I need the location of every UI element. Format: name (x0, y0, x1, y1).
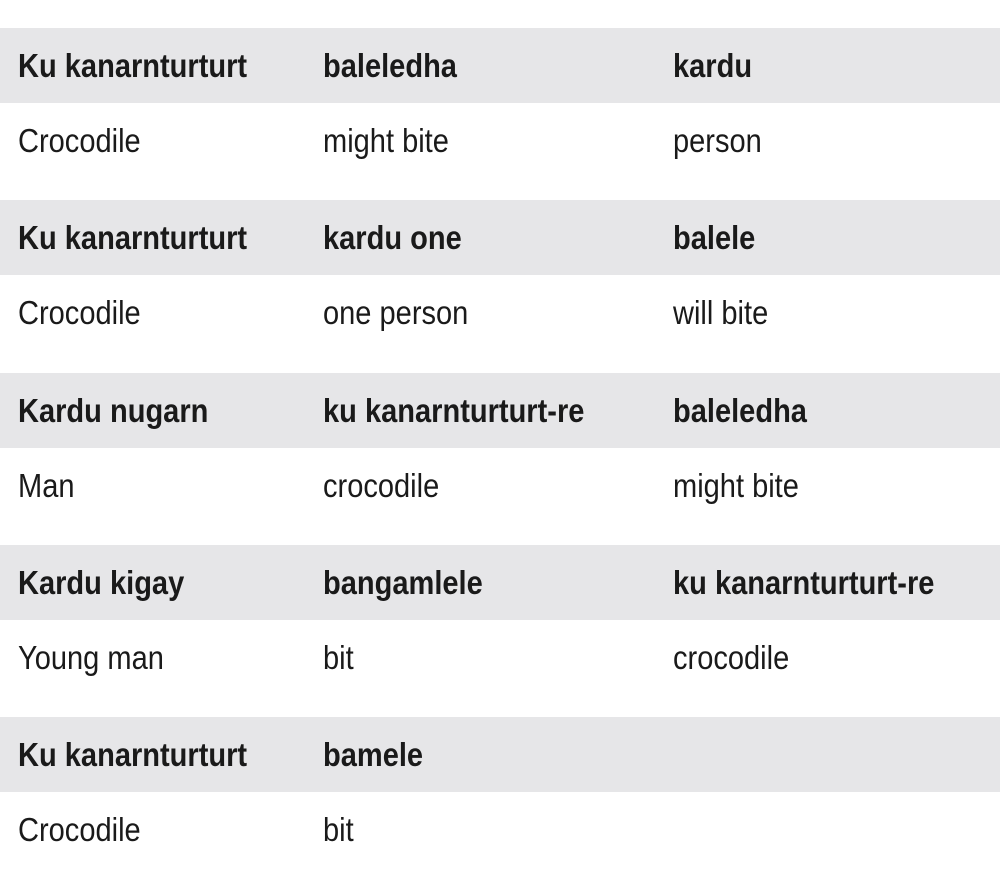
original-word: Ku kanarnturturt (18, 219, 248, 257)
translation-row: Crocodile bit (0, 792, 1000, 889)
translated-word: crocodile (673, 638, 790, 676)
sentence-group: Kardu kigay bangamlele ku kanarnturturt-re… (0, 544, 1000, 717)
translated-word: will bite (673, 294, 769, 332)
original-word: balele (673, 219, 756, 257)
original-word: kardu one (323, 219, 462, 257)
original-word: Ku kanarnturturt (18, 736, 248, 774)
translated-word: crocodile (323, 466, 440, 504)
original-row: Ku kanarnturturt baleledha kardu (0, 28, 1000, 103)
translated-word: bit (323, 638, 354, 676)
original-word: bamele (323, 736, 424, 774)
translated-word: Man (18, 466, 75, 504)
translation-row: Young man bit crocodile (0, 620, 1000, 717)
translation-row: Crocodile might bite person (0, 103, 1000, 200)
translated-word: one person (323, 294, 469, 332)
original-word: ku kanarnturturt-re (673, 563, 935, 601)
translated-word: bit (323, 811, 354, 849)
translated-word: person (673, 122, 762, 159)
sentence-group: Kardu nugarn ku kanarnturturt-re baleledha… (0, 372, 1000, 545)
translated-word: Crocodile (18, 294, 141, 332)
translation-row: Man crocodile might bite (0, 448, 1000, 545)
original-word: Ku kanarnturturt (18, 47, 248, 84)
translated-word: Crocodile (18, 811, 141, 849)
original-row: Ku kanarnturturt kardu one balele (0, 200, 1000, 276)
original-word: bangamlele (323, 563, 483, 601)
translated-word: Young man (18, 638, 164, 676)
original-row: Kardu kigay bangamlele ku kanarnturturt-re (0, 544, 1000, 620)
translation-row: Crocodile one person will bite (0, 275, 1000, 372)
original-row: Kardu nugarn ku kanarnturturt-re baleledha (0, 372, 1000, 448)
original-word: Kardu kigay (18, 563, 185, 601)
translated-word: Crocodile (18, 122, 141, 159)
translated-word: might bite (323, 122, 449, 159)
translated-word: might bite (673, 466, 799, 504)
original-word: Kardu nugarn (18, 391, 209, 429)
original-word: kardu (673, 47, 753, 84)
sentence-group: Ku kanarnturturt baleledha kardu Crocodile m… (0, 28, 1000, 200)
original-word: ku kanarnturturt-re (323, 391, 585, 429)
sentence-group: Ku kanarnturturt bamele Crocodile bit (0, 717, 1000, 889)
original-row: Ku kanarnturturt bamele (0, 717, 1000, 793)
original-word: baleledha (323, 47, 457, 84)
original-word: baleledha (673, 391, 807, 429)
sentence-group: Ku kanarnturturt kardu one balele Crocodile… (0, 200, 1000, 372)
